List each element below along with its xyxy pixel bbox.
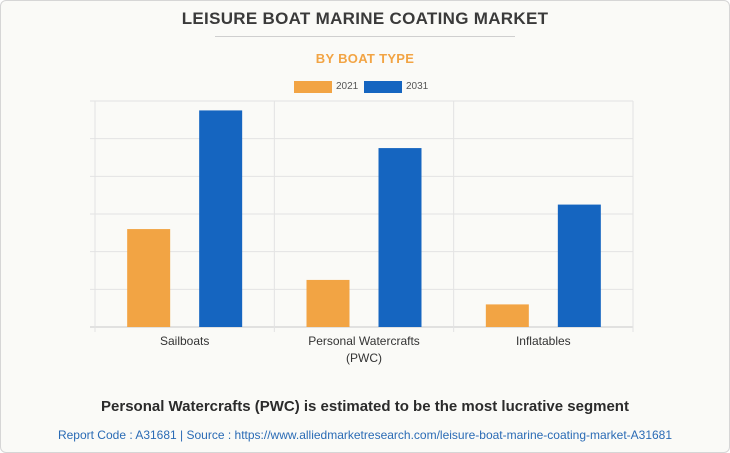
x-tick-label: Inflatables (516, 334, 571, 348)
bar-2021-1 (306, 279, 350, 327)
legend-label-2021: 2021 (336, 81, 359, 92)
bar-2031-2 (557, 204, 601, 327)
bar-2031-0 (199, 110, 243, 328)
x-tick-label: Personal Watercrafts (308, 334, 420, 348)
x-tick-label: Sailboats (160, 334, 209, 348)
legend: 2021 2031 (0, 79, 730, 95)
bar-2031-1 (378, 148, 422, 327)
chart-subtitle: BY BOAT TYPE (315, 51, 415, 66)
title-divider (215, 36, 515, 37)
footer-headline: Personal Watercrafts (PWC) is estimated … (101, 398, 629, 415)
legend-swatch-2021 (294, 81, 332, 93)
bar-2021-2 (485, 304, 529, 327)
chart-title: LEISURE BOAT MARINE COATING MARKET (181, 9, 549, 28)
footer-source[interactable]: Report Code : A31681 | Source : https://… (57, 428, 673, 442)
x-tick-label: (PWC) (346, 351, 382, 365)
bar-2021-0 (127, 229, 171, 327)
legend-swatch-2031 (364, 81, 402, 93)
legend-label-2031: 2031 (406, 81, 429, 92)
